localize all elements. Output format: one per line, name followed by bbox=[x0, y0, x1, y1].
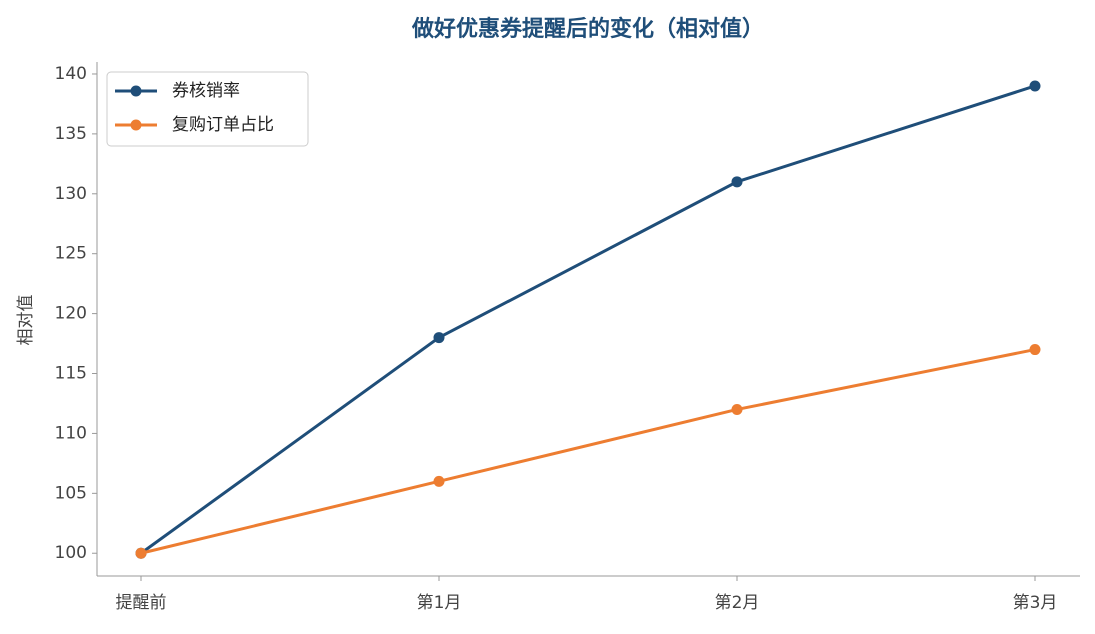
series-line bbox=[140, 348, 1036, 555]
y-tick-label: 100 bbox=[55, 543, 87, 563]
series-line bbox=[140, 84, 1036, 555]
y-tick-label: 140 bbox=[55, 64, 87, 84]
legend-marker bbox=[130, 85, 142, 97]
y-axis-label: 相对值 bbox=[16, 295, 36, 346]
point bbox=[731, 176, 743, 188]
point bbox=[135, 547, 147, 559]
y-tick-label: 105 bbox=[55, 483, 87, 503]
chart-title: 做好优惠券提醒后的变化（相对值） bbox=[411, 16, 764, 42]
y-tick-label: 125 bbox=[55, 244, 87, 264]
point bbox=[1029, 344, 1041, 356]
y-tick-label: 120 bbox=[55, 304, 87, 324]
x-tick-label: 第3月 bbox=[1013, 593, 1058, 613]
point bbox=[1029, 80, 1041, 92]
x-tick-label: 第1月 bbox=[417, 593, 462, 613]
x-tick-label: 第2月 bbox=[715, 593, 760, 613]
point bbox=[433, 475, 445, 487]
legend-label: 复购订单占比 bbox=[172, 115, 274, 135]
legend-marker bbox=[130, 119, 142, 131]
legend-label: 券核销率 bbox=[172, 81, 240, 101]
y-tick-label: 130 bbox=[55, 184, 87, 204]
y-tick-label: 115 bbox=[55, 364, 87, 384]
point bbox=[433, 332, 445, 344]
y-tick-label: 135 bbox=[55, 124, 87, 144]
y-tick-label: 110 bbox=[55, 423, 87, 443]
legend-box bbox=[106, 71, 309, 147]
point bbox=[731, 403, 743, 415]
x-tick-label: 提醒前 bbox=[116, 593, 167, 613]
